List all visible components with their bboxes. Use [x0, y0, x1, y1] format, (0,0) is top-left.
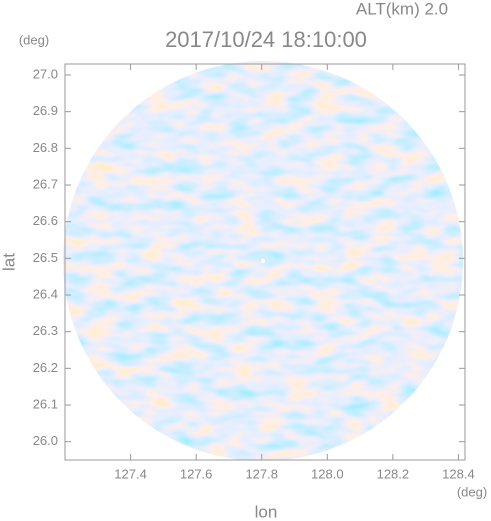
x-unit: (deg)	[457, 484, 487, 499]
y-tick-label: 26.0	[33, 433, 58, 448]
x-tick-label: 127.8	[245, 466, 278, 481]
y-tick-label: 26.6	[33, 213, 58, 228]
y-tick-label: 27.0	[33, 66, 58, 81]
y-tick-label: 26.1	[33, 396, 58, 411]
y-tick-label: 26.5	[33, 250, 58, 265]
altitude-label: ALT(km) 2.0	[356, 0, 448, 18]
radar-center	[261, 259, 265, 263]
y-tick-label: 26.8	[33, 140, 58, 155]
chart-title: 2017/10/24 18:10:00	[165, 27, 367, 52]
x-tick-label: 127.6	[180, 466, 213, 481]
x-axis-title: lon	[255, 502, 278, 521]
x-tick-label: 128.0	[311, 466, 344, 481]
y-tick-label: 26.7	[33, 176, 58, 191]
y-tick-label: 26.4	[33, 286, 58, 301]
y-tick-label: 26.3	[33, 323, 58, 338]
x-tick-label: 128.2	[377, 466, 410, 481]
y-unit: (deg)	[19, 32, 49, 47]
y-tick-label: 26.9	[33, 103, 58, 118]
y-axis-title: lat	[0, 253, 18, 271]
y-tick-label: 26.2	[33, 360, 58, 375]
plot-frame	[64, 63, 466, 461]
x-tick-label: 127.4	[114, 466, 147, 481]
x-tick-label: 128.4	[442, 466, 475, 481]
